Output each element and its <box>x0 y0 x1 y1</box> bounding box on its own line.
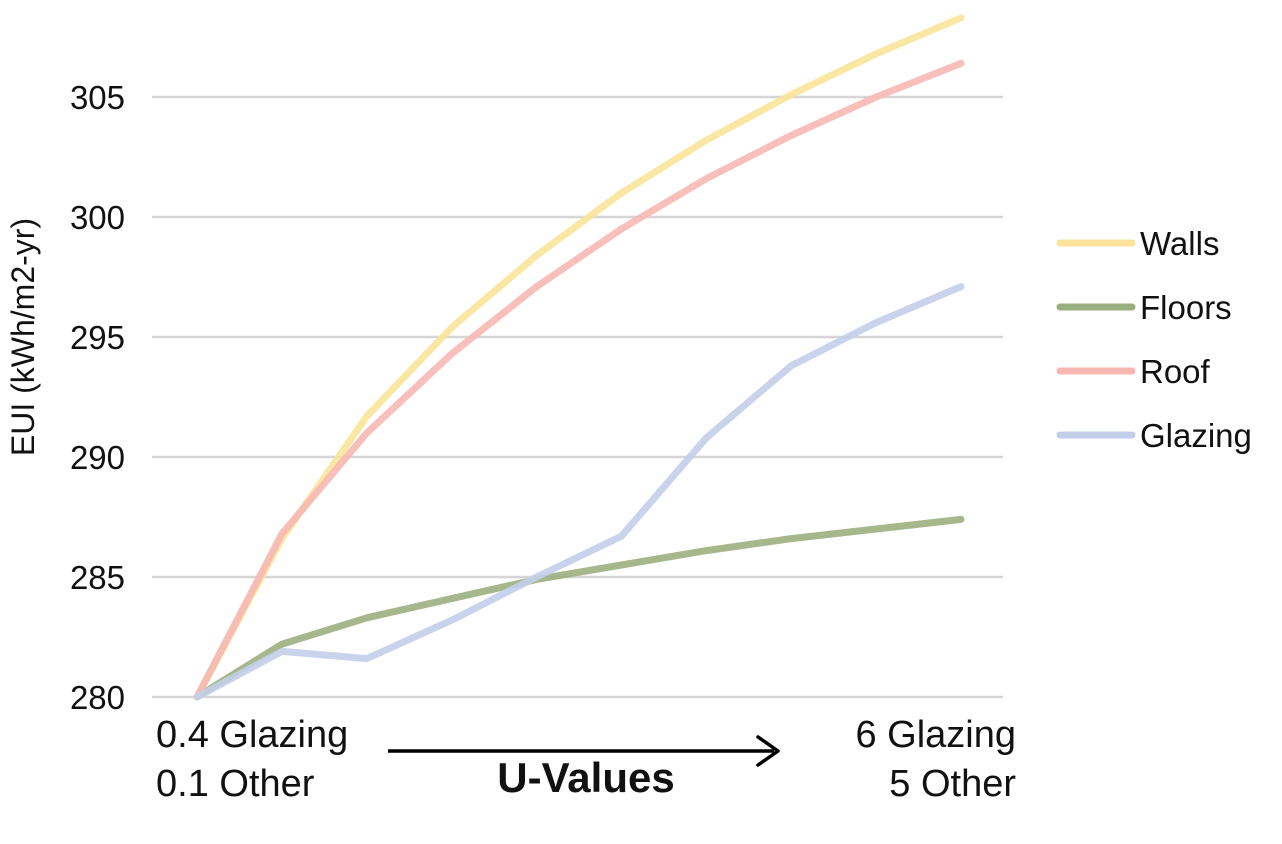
y-tick-labels: 280 285 290 295 300 305 <box>70 79 125 716</box>
y-tick-label: 285 <box>70 559 125 596</box>
x-end-label-line2: 5 Other <box>889 763 1016 805</box>
legend-label-roof: Roof <box>1140 353 1211 390</box>
x-end-label-line1: 6 Glazing <box>855 714 1016 756</box>
legend-label-floors: Floors <box>1140 289 1232 326</box>
series-line-floors <box>193 515 965 701</box>
y-tick-label: 300 <box>70 199 125 236</box>
series-line-roof <box>193 59 965 701</box>
legend: Walls Floors Roof Glazing <box>1056 225 1252 454</box>
x-axis-arrow <box>388 735 780 767</box>
series-line-glazing <box>193 283 965 701</box>
series-line-walls <box>193 14 965 701</box>
y-tick-label: 295 <box>70 319 125 356</box>
y-axis-label: EUI (kWh/m2-yr) <box>5 218 41 456</box>
x-start-label-line2: 0.1 Other <box>156 763 315 805</box>
y-tick-label: 305 <box>70 79 125 116</box>
x-start-label-line1: 0.4 Glazing <box>156 714 348 756</box>
y-tick-label: 280 <box>70 679 125 716</box>
x-axis-title: U-Values <box>497 754 674 801</box>
gridlines <box>152 95 1003 699</box>
legend-label-walls: Walls <box>1140 225 1219 262</box>
y-tick-label: 290 <box>70 439 125 476</box>
series-lines <box>193 14 965 701</box>
legend-label-glazing: Glazing <box>1140 417 1252 454</box>
